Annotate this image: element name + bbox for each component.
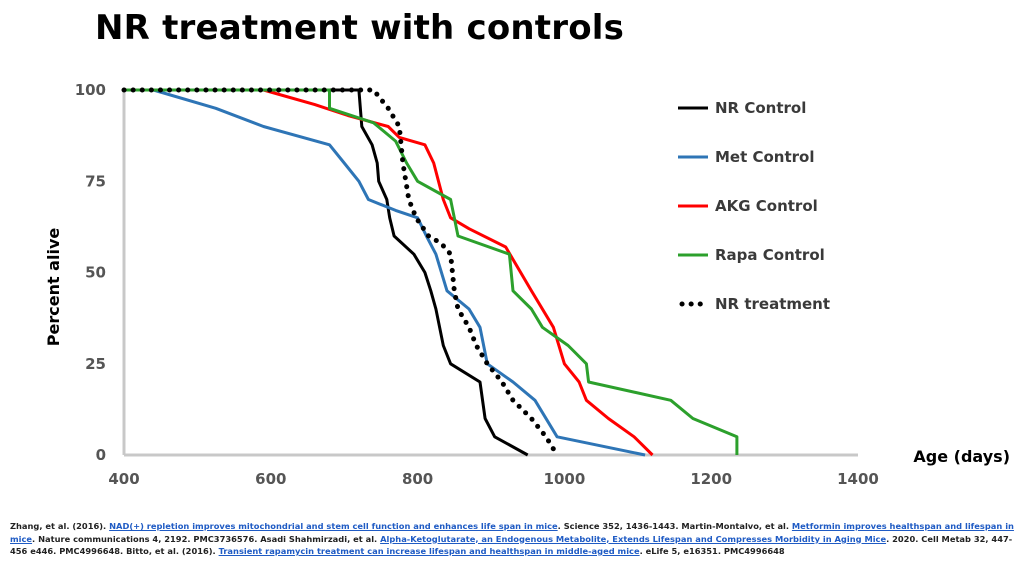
x-tick-label: 600: [255, 470, 286, 488]
ref-link[interactable]: NAD(+) repletion improves mitochondrial …: [109, 521, 558, 531]
y-tick-label: 75: [85, 172, 106, 190]
x-tick-label: 1400: [837, 470, 879, 488]
slide-title: NR treatment with controls: [95, 8, 625, 48]
ref-link[interactable]: Transient rapamycin treatment can increa…: [218, 546, 640, 556]
axes: 400 600 800 1000 1200 1400 0 25 50 75 100: [75, 81, 879, 488]
y-tick-label: 0: [96, 446, 106, 464]
x-axis-title: Age (days): [913, 447, 1010, 466]
legend-label-rapa-control: Rapa Control: [715, 246, 825, 264]
legend: NR Control Met Control AKG Control Rapa Con…: [678, 99, 830, 313]
series-layer: [121, 87, 739, 458]
x-tick-label: 400: [108, 470, 139, 488]
series-line-met-control: [124, 88, 646, 457]
ref-text: . Nature communications 4, 2192. PMC3736…: [32, 533, 381, 544]
series-line-nr-control: [124, 88, 529, 457]
ref-text: . 2020. Cell Metab 32, 447-456 e446. PMC…: [10, 533, 1013, 557]
legend-label-akg-control: AKG Control: [715, 197, 818, 215]
y-tick-label: 50: [85, 264, 106, 282]
series-line-akg-control: [124, 88, 654, 457]
ref-text: . eLife 5, e16351. PMC4996648: [639, 546, 785, 556]
series-line-rapa-control: [124, 88, 739, 455]
y-axis-title: Percent alive: [44, 228, 63, 347]
legend-label-nr-control: NR Control: [715, 99, 806, 117]
y-tick-label: 100: [75, 81, 106, 99]
ref-text: Zhang, et al. (2016).: [10, 521, 110, 531]
ref-link[interactable]: Metformin improves healthspan and lifesp…: [10, 521, 1014, 544]
series-line-nr-treatment: [121, 87, 560, 458]
y-tick-label: 25: [85, 355, 106, 373]
legend-label-nr-treatment: NR treatment: [715, 295, 830, 313]
references: Zhang, et al. (2016). NAD(+) repletion i…: [10, 520, 1015, 558]
ref-link[interactable]: Alpha-Ketoglutarate, an Endogenous Metab…: [380, 533, 887, 544]
x-tick-label: 800: [402, 470, 433, 488]
x-tick-label: 1000: [544, 470, 586, 488]
legend-label-met-control: Met Control: [715, 148, 815, 166]
x-tick-label: 1200: [690, 470, 732, 488]
survival-chart: 400 600 800 1000 1200 1400 0 25 50 75 100 NR Contr…: [44, 81, 1010, 488]
ref-text: . Science 352, 1436-1443. Martin-Montalv…: [557, 521, 792, 531]
